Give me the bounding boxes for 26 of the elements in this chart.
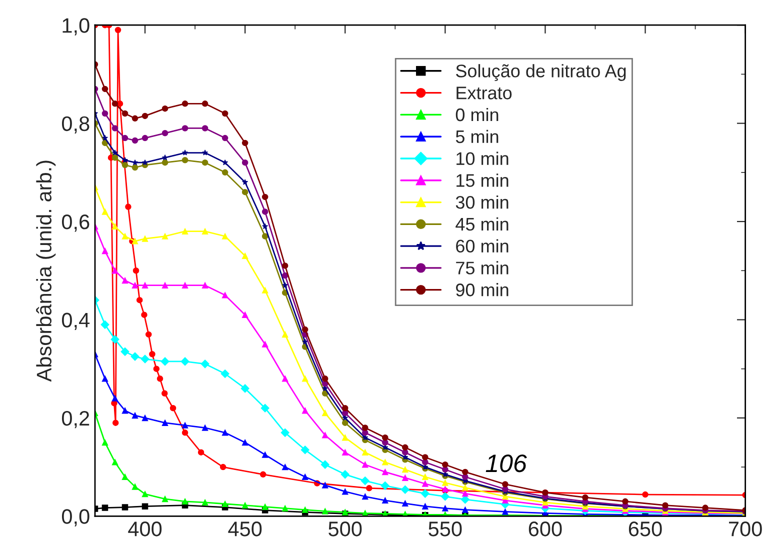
legend-label: 15 min [456, 174, 508, 187]
y-tick-label: 0,2 [62, 410, 90, 428]
legend-label: 60 min [456, 239, 508, 253]
y-tick-label: 0,4 [62, 312, 90, 330]
legend-label: Solução de nitrato Ag [456, 64, 626, 82]
legend-label: 45 min [456, 217, 508, 231]
x-tick-label: 550 [428, 522, 462, 536]
legend-label: 75 min [456, 261, 508, 274]
x-tick-label: 650 [628, 522, 662, 536]
x-tick-label: 600 [528, 522, 562, 536]
legend-label: 5 min [456, 130, 498, 144]
y-tick-label: 1,0 [62, 18, 90, 36]
x-tick-label: 450 [228, 522, 262, 536]
y-tick-label: 0,0 [62, 509, 90, 526]
legend-label: 0 min [456, 108, 498, 122]
x-tick-label: 400 [128, 522, 162, 536]
legend-label: 90 min [456, 283, 508, 296]
y-tick-label: 0,6 [62, 214, 90, 232]
x-tick-label: 500 [328, 522, 362, 536]
y-tick-label: 0,8 [62, 116, 90, 134]
legend-label: 30 min [456, 196, 508, 209]
annotation: 106 [486, 454, 527, 472]
legend-label: 10 min [456, 152, 508, 165]
y-axis-title: Absorbância (unid. arb.) [36, 160, 56, 382]
legend-label: Extrato [456, 86, 512, 100]
x-tick-label: 700 [729, 522, 762, 536]
